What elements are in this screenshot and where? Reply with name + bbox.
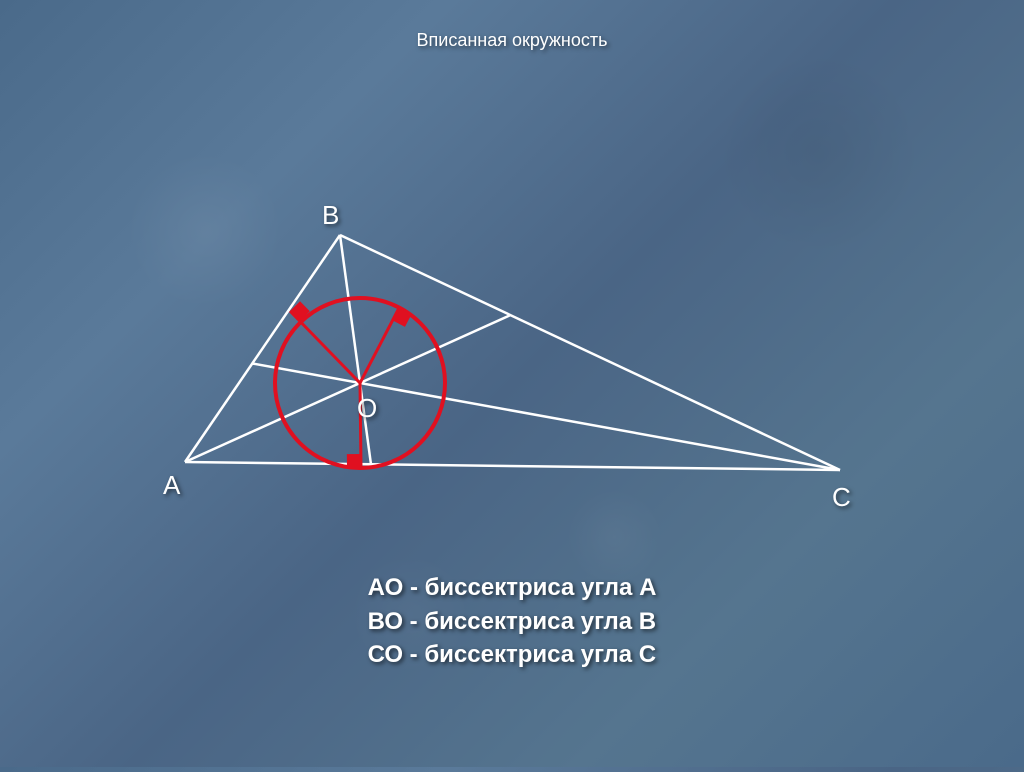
right-angle-marker-ca	[347, 454, 361, 468]
triangle-side-ca	[185, 462, 840, 470]
description-line-3: СО - биссектриса угла С	[368, 638, 657, 672]
vertex-label-a: А	[163, 470, 180, 501]
vertex-label-c: С	[832, 482, 851, 513]
bisector-b	[340, 235, 371, 464]
description-block: АО - биссектриса угла А ВО - биссектриса…	[368, 571, 657, 672]
right-angle-marker-bc	[393, 308, 412, 327]
triangle-side-bc	[340, 235, 840, 470]
description-line-2: ВО - биссектриса угла В	[368, 605, 657, 639]
center-label-o: О	[357, 393, 377, 424]
radius-to-bc	[360, 308, 399, 383]
description-line-1: АО - биссектриса угла А	[368, 571, 657, 605]
bisector-c	[252, 363, 840, 470]
vertex-label-b: В	[322, 200, 339, 231]
